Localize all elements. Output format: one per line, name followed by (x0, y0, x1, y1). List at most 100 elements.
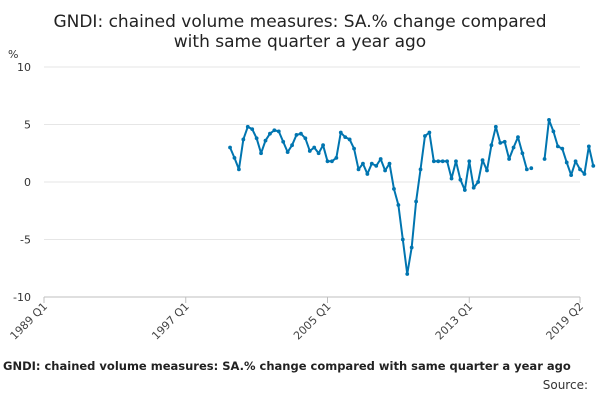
data-point[interactable] (467, 159, 472, 164)
data-point[interactable] (259, 151, 263, 156)
gridlines (44, 66, 580, 298)
series-layer (228, 118, 596, 276)
data-point[interactable] (316, 151, 321, 156)
data-point[interactable] (307, 149, 312, 153)
data-point[interactable] (555, 144, 560, 149)
data-point[interactable] (294, 132, 299, 137)
data-point[interactable] (489, 143, 494, 148)
data-point[interactable] (502, 139, 507, 144)
y-tick-label: 10 (17, 61, 31, 74)
chart-title-line-1: GNDI: chained volume measures: SA.% chan… (53, 12, 546, 32)
data-point[interactable] (400, 237, 405, 242)
data-point[interactable] (409, 245, 414, 250)
data-point[interactable] (507, 157, 512, 161)
data-point[interactable] (547, 118, 551, 122)
data-point[interactable] (462, 188, 467, 192)
data-point[interactable] (290, 143, 294, 148)
data-point[interactable] (392, 187, 396, 191)
data-point[interactable] (334, 155, 339, 160)
x-axis-ticks: 1989 Q1 1997 Q1 2005 Q1 2013 Q1 2019 Q2 (8, 297, 587, 343)
data-point[interactable] (369, 161, 374, 166)
data-point[interactable] (232, 155, 237, 160)
data-point[interactable] (276, 129, 281, 134)
data-point[interactable] (365, 172, 370, 176)
data-point[interactable] (423, 134, 427, 138)
data-point[interactable] (321, 143, 325, 148)
data-point[interactable] (427, 130, 432, 135)
data-point[interactable] (471, 185, 476, 190)
data-point[interactable] (520, 151, 525, 156)
data-point[interactable] (237, 167, 241, 172)
data-point[interactable] (396, 203, 401, 207)
data-point[interactable] (303, 136, 308, 141)
data-point[interactable] (524, 167, 529, 172)
data-point[interactable] (245, 124, 250, 129)
data-point[interactable] (436, 159, 441, 164)
data-point[interactable] (378, 157, 383, 161)
data-point[interactable] (374, 164, 379, 168)
x-tick-label: 1997 Q1 (149, 300, 192, 343)
data-point[interactable] (338, 130, 343, 135)
data-point[interactable] (560, 146, 565, 151)
data-point[interactable] (414, 199, 418, 204)
data-point[interactable] (573, 159, 578, 164)
data-point[interactable] (493, 124, 498, 129)
x-tick-label: 2019 Q2 (544, 300, 587, 343)
data-point[interactable] (431, 159, 436, 164)
data-point[interactable] (330, 159, 334, 164)
y-tick-label: -10 (13, 291, 31, 304)
data-point[interactable] (498, 141, 503, 145)
data-point[interactable] (564, 160, 569, 165)
data-point[interactable] (356, 167, 361, 172)
data-point[interactable] (343, 135, 348, 140)
y-tick-label: 0 (24, 176, 31, 189)
data-point[interactable] (268, 131, 272, 136)
data-point[interactable] (263, 138, 268, 143)
data-point[interactable] (405, 272, 410, 276)
data-point[interactable] (254, 136, 259, 141)
series-line (543, 118, 595, 177)
data-point[interactable] (591, 164, 596, 168)
data-point[interactable] (586, 144, 591, 149)
data-point[interactable] (511, 145, 516, 150)
data-point[interactable] (325, 159, 330, 164)
data-point[interactable] (361, 161, 365, 166)
data-point[interactable] (449, 176, 454, 181)
data-point[interactable] (480, 158, 485, 163)
data-point[interactable] (516, 135, 520, 140)
data-point[interactable] (582, 172, 587, 176)
data-point[interactable] (250, 127, 255, 131)
data-point[interactable] (241, 137, 246, 142)
data-point[interactable] (454, 159, 458, 164)
data-point[interactable] (281, 139, 286, 144)
data-point[interactable] (551, 129, 556, 134)
x-tick-label: 2013 Q1 (433, 300, 476, 343)
data-point[interactable] (418, 167, 423, 172)
data-point[interactable] (285, 150, 290, 155)
y-tick-label: 5 (24, 119, 31, 132)
data-point[interactable] (542, 157, 547, 161)
data-point[interactable] (352, 146, 356, 151)
data-point[interactable] (440, 159, 445, 164)
data-point[interactable] (458, 177, 463, 182)
data-point[interactable] (347, 137, 352, 142)
data-point[interactable] (529, 166, 534, 171)
y-axis-unit-label: % (8, 48, 18, 61)
data-point[interactable] (569, 173, 574, 178)
footer-source: Source: (542, 378, 588, 392)
data-point[interactable] (485, 168, 489, 173)
data-point[interactable] (387, 161, 392, 166)
y-tick-label: -5 (20, 234, 31, 247)
x-tick-label: 1989 Q1 (8, 300, 51, 343)
chart-title-line-2: with same quarter a year ago (174, 32, 426, 52)
data-point[interactable] (299, 131, 303, 136)
data-point[interactable] (578, 167, 582, 172)
data-point[interactable] (228, 145, 232, 150)
data-point[interactable] (476, 180, 481, 184)
data-point[interactable] (312, 145, 317, 150)
x-tick-label: 2005 Q1 (291, 300, 334, 343)
data-point[interactable] (272, 128, 277, 133)
data-point[interactable] (383, 168, 387, 173)
footer-chart-title: GNDI: chained volume measures: SA.% chan… (3, 359, 571, 373)
data-point[interactable] (445, 159, 450, 164)
